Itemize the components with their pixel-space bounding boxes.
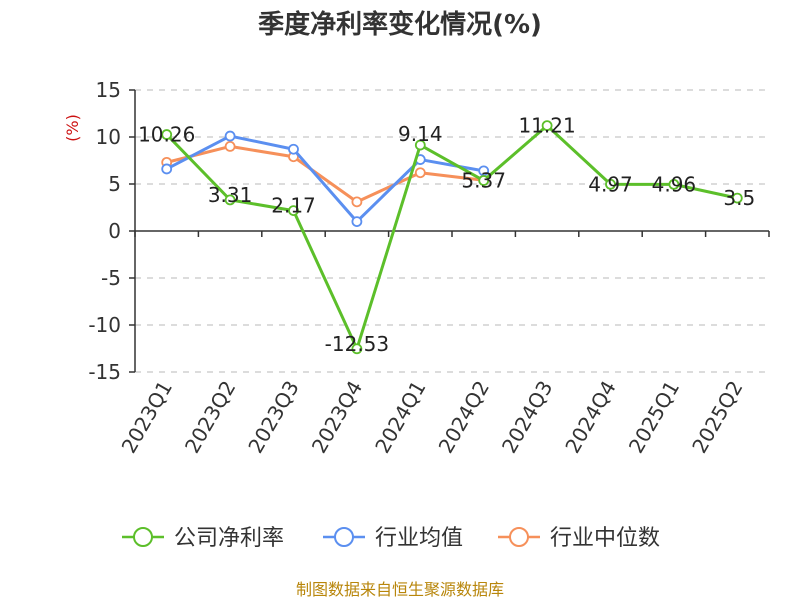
data-point (351, 216, 363, 228)
data-label: 3.5 (723, 186, 755, 210)
legend-item: 行业中位数 (498, 526, 660, 551)
data-label: -12.53 (325, 332, 389, 356)
legend-marker (133, 527, 153, 547)
data-label: 9.14 (398, 122, 443, 146)
x-tick-label: 2023Q4 (307, 377, 367, 458)
x-tick-label: 2023Q2 (180, 377, 240, 458)
data-label: 5.37 (461, 169, 506, 193)
x-tick-label: 2025Q1 (624, 377, 684, 458)
y-tick-label: -5 (101, 266, 121, 290)
data-point (414, 139, 426, 151)
data-point (288, 205, 299, 217)
data-point (161, 129, 173, 140)
data-label: 11.21 (518, 114, 575, 138)
series-lines (161, 120, 743, 355)
y-tick-label: 10 (96, 125, 121, 149)
y-tick-labels: 15 10 5 0 -5 -10 -15 (88, 78, 121, 384)
data-point (478, 175, 490, 186)
data-label: 4.96 (652, 172, 697, 196)
data-label: 4.97 (588, 172, 633, 196)
legend-item: 公司净利率 (122, 526, 284, 551)
y-tick-label: 0 (108, 219, 121, 243)
data-point (541, 120, 553, 132)
data-point (351, 196, 363, 208)
data-labels: 10.26 3.31 2.17 -12.53 9.14 5.37 11.21 4.97 4.96… (138, 114, 755, 356)
data-point (224, 130, 236, 142)
chart-title: 季度净利率变化情况(%) (258, 9, 542, 40)
series-line (165, 144, 486, 204)
data-label: 2.17 (271, 194, 316, 218)
data-point (224, 194, 236, 206)
legend: 公司净利率 行业均值 行业中位数 (122, 526, 660, 551)
data-point (731, 192, 743, 204)
legend-label: 行业中位数 (550, 526, 660, 551)
axes (129, 89, 770, 373)
data-point (414, 167, 426, 179)
legend-label: 公司净利率 (174, 526, 284, 551)
data-point (161, 163, 173, 175)
legend-label: 行业均值 (375, 526, 463, 551)
source-note: 制图数据来自恒生聚源数据库 (296, 580, 504, 599)
y-tick-label: -10 (88, 313, 121, 337)
x-tick-labels: 2023Q1 2023Q2 2023Q3 2023Q4 2024Q1 2024Q2 2024… (117, 377, 748, 458)
legend-item: 行业均值 (323, 526, 463, 551)
x-tick-label: 2024Q2 (434, 377, 494, 458)
legend-marker (509, 527, 529, 547)
data-point (351, 343, 363, 355)
data-label: 10.26 (138, 123, 195, 147)
series-line (165, 124, 739, 351)
data-point (605, 178, 616, 190)
data-point (288, 143, 299, 155)
x-tick-label: 2025Q2 (687, 377, 747, 458)
y-tick-label: 15 (96, 78, 121, 102)
x-tick-label: 2023Q1 (117, 377, 177, 458)
legend-marker (334, 527, 354, 547)
data-point (668, 178, 680, 190)
y-axis-label: (%) (63, 114, 82, 142)
y-tick-label: -15 (88, 360, 121, 384)
x-tick-label: 2023Q3 (243, 377, 303, 458)
series-line (165, 134, 486, 224)
x-tick-label: 2024Q3 (497, 377, 557, 458)
x-tick-label: 2024Q1 (370, 377, 430, 458)
y-tick-label: 5 (108, 172, 121, 196)
data-point (224, 140, 236, 152)
x-tick-label: 2024Q4 (560, 377, 620, 458)
data-label: 3.31 (208, 183, 253, 207)
